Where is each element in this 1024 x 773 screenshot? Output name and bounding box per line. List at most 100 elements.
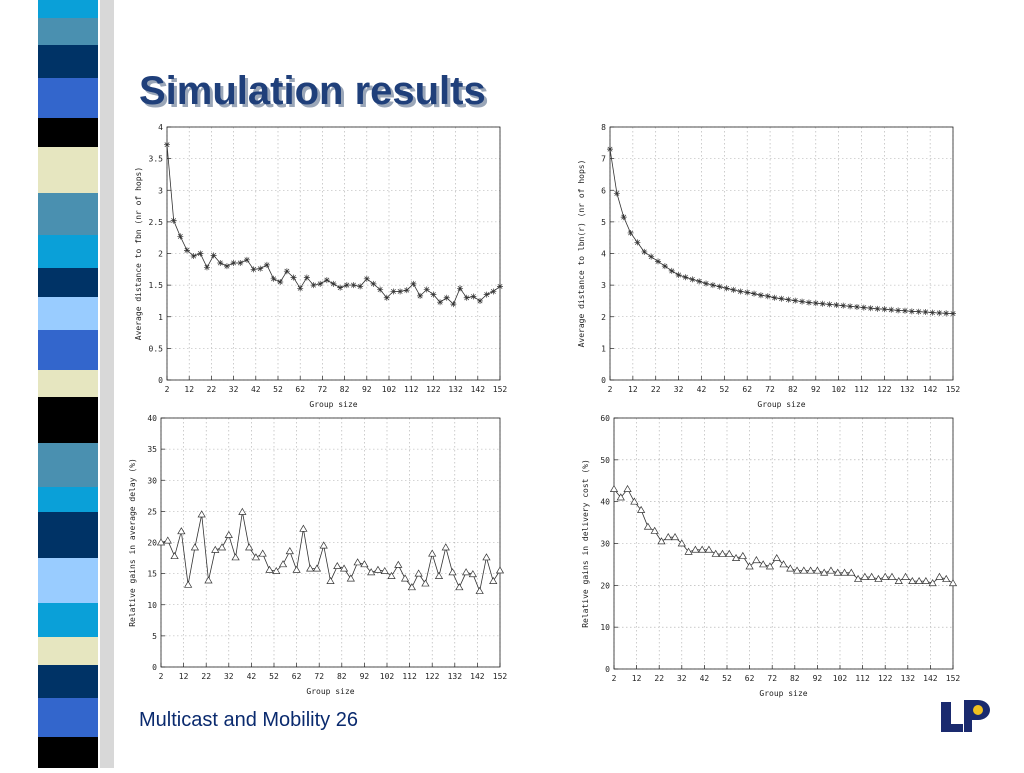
data-point bbox=[887, 572, 897, 580]
stripe bbox=[38, 370, 98, 397]
data-point bbox=[231, 553, 240, 561]
data-point bbox=[613, 190, 620, 197]
data-point bbox=[204, 576, 213, 584]
data-point bbox=[799, 566, 808, 574]
data-point bbox=[792, 566, 802, 574]
data-point bbox=[443, 294, 450, 301]
x-tick-label: 122 bbox=[426, 385, 441, 394]
y-tick-label: 0 bbox=[601, 376, 606, 385]
data-point bbox=[616, 493, 625, 501]
x-tick-label: 32 bbox=[677, 674, 687, 683]
y-tick-label: 35 bbox=[147, 445, 157, 454]
data-point bbox=[380, 566, 389, 574]
y-tick-label: 1 bbox=[158, 313, 163, 322]
chart: 00.511.522.533.542 12 22 32 42 52 62 72 82 92 102 1… bbox=[134, 123, 507, 409]
data-point bbox=[908, 308, 915, 315]
data-point bbox=[428, 549, 437, 557]
data-point bbox=[908, 576, 917, 584]
data-point bbox=[373, 565, 383, 573]
data-point bbox=[285, 547, 294, 555]
data-point bbox=[360, 560, 369, 568]
data-point bbox=[383, 294, 390, 301]
data-point bbox=[245, 543, 254, 551]
data-point bbox=[238, 507, 247, 515]
y-tick-label: 2.5 bbox=[149, 218, 164, 227]
data-point bbox=[224, 530, 233, 538]
data-point bbox=[390, 288, 397, 295]
data-point bbox=[901, 307, 908, 314]
data-point bbox=[482, 553, 491, 561]
stripe bbox=[38, 512, 98, 558]
data-point bbox=[799, 298, 806, 305]
logo-l bbox=[941, 702, 963, 732]
y-tick-label: 30 bbox=[600, 540, 610, 549]
data-point bbox=[483, 291, 490, 298]
footer: Multicast and Mobility 26 bbox=[139, 709, 358, 731]
data-point bbox=[490, 288, 497, 295]
data-point bbox=[867, 305, 874, 312]
data-point bbox=[489, 576, 498, 584]
data-point bbox=[820, 568, 829, 576]
data-point bbox=[723, 285, 730, 292]
data-point bbox=[421, 579, 430, 587]
data-point bbox=[330, 280, 337, 287]
data-point bbox=[387, 571, 396, 579]
data-point bbox=[764, 293, 771, 300]
data-point bbox=[943, 310, 950, 317]
data-point bbox=[290, 274, 297, 281]
x-tick-label: 22 bbox=[201, 672, 211, 681]
data-point bbox=[711, 549, 720, 557]
data-point bbox=[630, 497, 639, 505]
data-point bbox=[211, 545, 220, 553]
data-point bbox=[950, 310, 956, 317]
x-tick-label: 52 bbox=[273, 385, 283, 394]
x-tick-label: 42 bbox=[700, 674, 710, 683]
data-point bbox=[461, 568, 471, 576]
logo bbox=[941, 700, 990, 732]
data-point bbox=[303, 274, 310, 281]
data-point bbox=[272, 566, 281, 574]
x-tick-label: 52 bbox=[720, 385, 730, 394]
data-point bbox=[691, 545, 700, 553]
stripe bbox=[38, 18, 98, 45]
y-axis-label: Relative gains in delivery cost (%) bbox=[581, 459, 590, 628]
data-point bbox=[737, 288, 744, 295]
data-point bbox=[641, 248, 648, 255]
data-point bbox=[203, 264, 210, 271]
data-point bbox=[156, 538, 166, 546]
sidebar bbox=[38, 0, 114, 768]
data-point bbox=[350, 282, 357, 289]
x-tick-label: 132 bbox=[448, 385, 463, 394]
data-point bbox=[874, 305, 881, 312]
data-point bbox=[921, 576, 930, 584]
data-point bbox=[805, 299, 812, 306]
stripe bbox=[38, 603, 98, 637]
data-point bbox=[867, 572, 876, 580]
y-tick-label: 7 bbox=[601, 155, 606, 164]
data-point bbox=[237, 259, 244, 266]
data-point bbox=[860, 304, 867, 311]
x-tick-label: 12 bbox=[632, 674, 642, 683]
data-point bbox=[928, 579, 937, 587]
y-tick-label: 0 bbox=[152, 663, 157, 672]
data-point bbox=[751, 290, 758, 297]
y-tick-label: 5 bbox=[601, 218, 606, 227]
x-tick-label: 142 bbox=[470, 672, 485, 681]
x-tick-label: 92 bbox=[811, 385, 821, 394]
data-point bbox=[317, 280, 324, 287]
y-tick-label: 1 bbox=[601, 344, 606, 353]
x-tick-label: 102 bbox=[380, 672, 395, 681]
data-point bbox=[470, 293, 477, 300]
x-tick-label: 152 bbox=[946, 385, 961, 394]
data-point bbox=[357, 283, 364, 290]
data-point bbox=[190, 543, 200, 551]
x-tick-label: 52 bbox=[722, 674, 732, 683]
plot-frame bbox=[166, 126, 501, 381]
x-tick-label: 132 bbox=[900, 385, 915, 394]
title-shadow: Simulation results bbox=[142, 72, 489, 116]
x-tick-label: 12 bbox=[184, 385, 194, 394]
x-tick-label: 32 bbox=[224, 672, 234, 681]
x-tick-label: 42 bbox=[697, 385, 707, 394]
data-point bbox=[881, 306, 888, 313]
